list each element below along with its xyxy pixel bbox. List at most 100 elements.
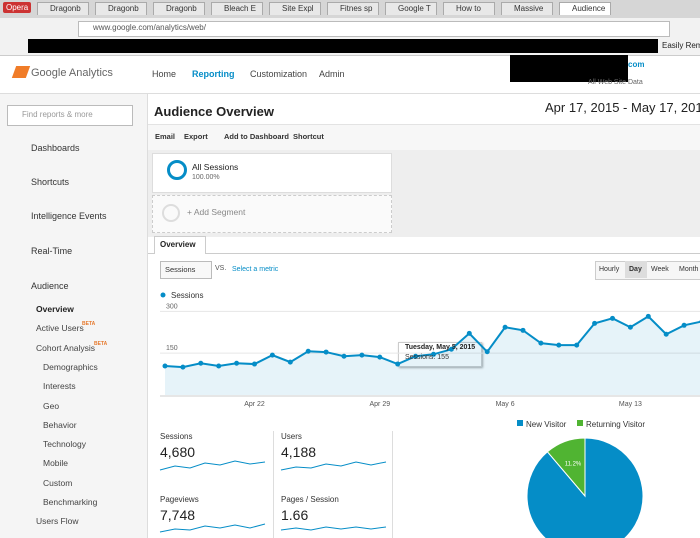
- data-point: [574, 342, 580, 348]
- data-point: [395, 361, 401, 367]
- granularity-button[interactable]: Month: [679, 266, 699, 273]
- metric-label: Pages / Session: [281, 495, 339, 504]
- action-link[interactable]: Email: [155, 132, 176, 141]
- x-tick-label: May 13: [619, 401, 642, 408]
- segment-icon: [167, 160, 187, 180]
- x-tick-label: Apr 29: [369, 401, 390, 408]
- y-tick-label: 300: [166, 303, 178, 310]
- browser-tab[interactable]: How to: [443, 2, 495, 15]
- scorecard-divider: [273, 431, 274, 538]
- action-link[interactable]: Export: [184, 132, 208, 141]
- nav-sub-item[interactable]: Users Flow: [36, 516, 79, 527]
- scorecard-divider: [392, 431, 393, 538]
- nav-sub-item[interactable]: Mobile: [43, 458, 69, 469]
- view-name: All Web Site Data: [588, 79, 643, 86]
- metric-dropdown[interactable]: [160, 261, 212, 279]
- x-tick-label: Apr 22: [244, 401, 265, 408]
- bookmark[interactable]: Easily Remo: [662, 41, 700, 50]
- data-point: [681, 322, 687, 328]
- metric-value: 4,188: [281, 444, 317, 460]
- select-metric[interactable]: Select a metric: [232, 266, 279, 273]
- data-point: [341, 353, 347, 359]
- segment-name: All Sessions: [192, 162, 239, 172]
- redaction: [510, 55, 628, 82]
- nav-sub-item[interactable]: Custom: [43, 477, 73, 488]
- browser-tab[interactable]: Fitnes sp: [327, 2, 379, 15]
- redaction: [28, 39, 658, 53]
- browser-tab[interactable]: Dragonb: [37, 2, 89, 15]
- browser-tab[interactable]: Dragonb: [153, 2, 205, 15]
- data-point: [198, 360, 204, 366]
- data-point: [180, 364, 186, 370]
- nav-sub-item[interactable]: Geo: [43, 400, 60, 411]
- browser-tab[interactable]: Bleach E: [211, 2, 263, 15]
- browser-tab[interactable]: Site Expl: [269, 2, 321, 15]
- tab-label[interactable]: Overview: [160, 240, 196, 249]
- granularity-button[interactable]: Week: [651, 266, 669, 273]
- browser-tab[interactable]: Dragonb: [95, 2, 147, 15]
- product-name: Google Analytics: [31, 67, 113, 79]
- action-link[interactable]: Shortcut: [293, 132, 324, 141]
- account: com: [628, 60, 645, 69]
- address-field[interactable]: [78, 21, 670, 37]
- add-segment[interactable]: + Add Segment: [187, 207, 246, 217]
- nav-sub-item[interactable]: Behavior: [43, 419, 77, 430]
- add-segment-box[interactable]: [152, 195, 392, 233]
- nav-item[interactable]: Real-Time: [31, 246, 73, 256]
- vs-label: VS.: [215, 265, 227, 272]
- legend-swatch: [577, 420, 583, 426]
- nav-item[interactable]: Dashboards: [31, 143, 80, 153]
- tab-divider: [148, 253, 700, 254]
- search-placeholder[interactable]: Find reports & more: [22, 110, 93, 119]
- data-point: [234, 360, 240, 366]
- granularity-button[interactable]: Hourly: [599, 266, 620, 273]
- data-point: [252, 361, 257, 367]
- data-point: [627, 324, 633, 330]
- data-point: [305, 348, 311, 354]
- segment-percent: 100.00%: [192, 174, 220, 181]
- nav-sub-item[interactable]: Interests: [43, 381, 76, 392]
- data-point: [645, 313, 651, 319]
- nav-item[interactable]: Intelligence Events: [31, 211, 107, 221]
- nav-sub-item[interactable]: Overview: [36, 304, 74, 314]
- action-link[interactable]: Add to Dashboard: [224, 132, 289, 141]
- browser-tab[interactable]: Audience: [559, 2, 611, 15]
- data-point: [431, 351, 436, 357]
- beta-tag: BETA: [94, 340, 108, 347]
- legend-label: Sessions: [171, 291, 203, 300]
- metric-select[interactable]: Sessions: [165, 265, 196, 274]
- browser-tab[interactable]: Massive: [501, 2, 553, 15]
- data-point: [359, 352, 365, 358]
- data-point: [502, 324, 508, 330]
- nav-item[interactable]: Shortcuts: [31, 177, 70, 187]
- nav-item[interactable]: Audience: [31, 281, 69, 291]
- report-title: Audience Overview: [154, 104, 274, 119]
- data-point: [520, 327, 526, 333]
- sparkline: [159, 523, 266, 533]
- opera-button[interactable]: Opera: [3, 2, 32, 13]
- nav-sub-item[interactable]: Demographics: [43, 361, 98, 372]
- nav-sub-item[interactable]: Cohort Analysis: [36, 342, 96, 353]
- metric-label: Users: [281, 432, 302, 441]
- nav-link[interactable]: Reporting: [192, 69, 235, 79]
- data-point: [162, 363, 168, 369]
- nav-sub-item[interactable]: Benchmarking: [43, 497, 98, 507]
- sidebar: [0, 94, 148, 538]
- search-box[interactable]: [7, 105, 133, 126]
- nav-sub-item[interactable]: Technology: [43, 439, 87, 450]
- data-point: [592, 320, 598, 326]
- granularity-button[interactable]: Day: [629, 266, 642, 273]
- date-range[interactable]: Apr 17, 2015 - May 17, 2015: [545, 100, 700, 115]
- browser-tab[interactable]: Google T: [385, 2, 437, 15]
- nav-sub-item[interactable]: Active Users: [36, 323, 84, 334]
- nav-link[interactable]: Customization: [250, 69, 308, 79]
- overview-tab[interactable]: [154, 236, 206, 254]
- nav-link[interactable]: Admin: [319, 69, 345, 79]
- segment-box[interactable]: [152, 153, 392, 193]
- action-bar: [148, 124, 700, 151]
- data-point: [484, 349, 490, 355]
- url-text[interactable]: www.google.com/analytics/web/: [93, 23, 206, 32]
- nav-link[interactable]: Home: [152, 69, 177, 79]
- data-point: [377, 354, 383, 360]
